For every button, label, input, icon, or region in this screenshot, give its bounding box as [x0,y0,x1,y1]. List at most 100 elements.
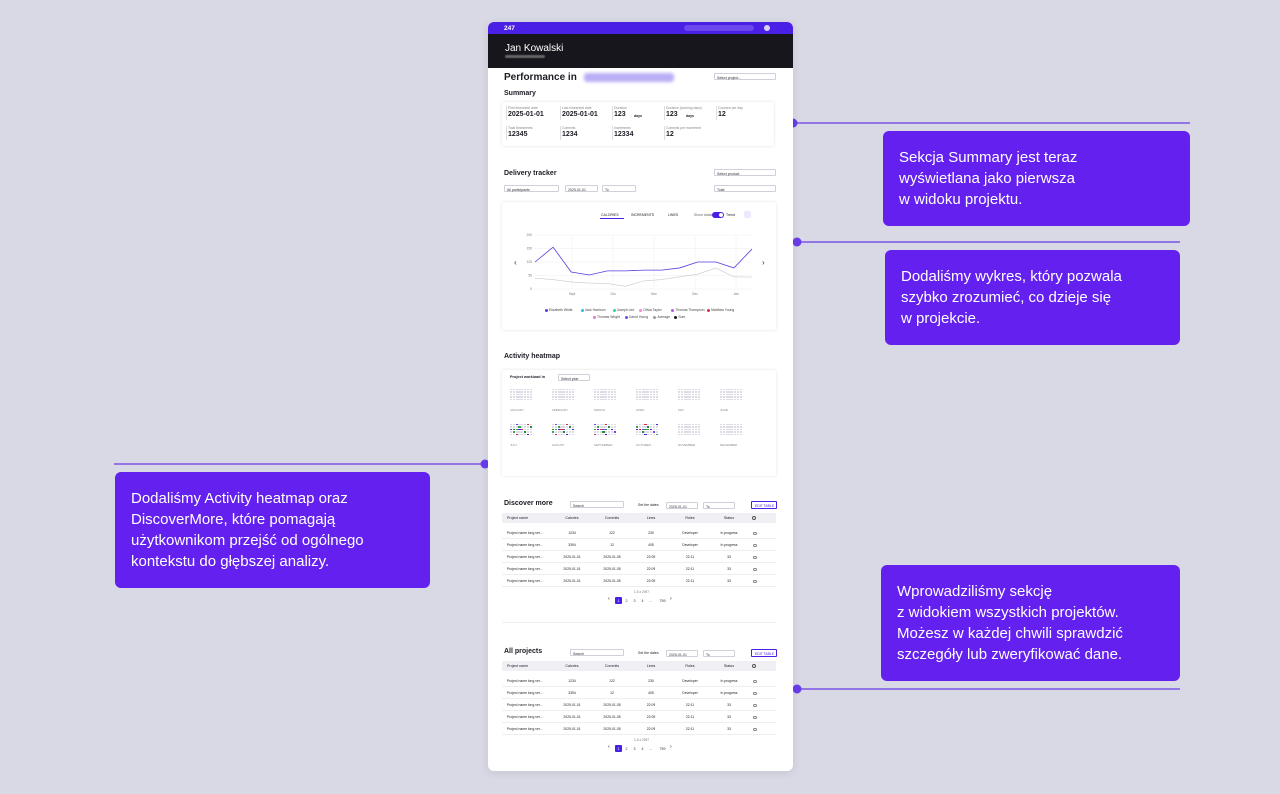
page-button[interactable]: 1 [615,597,622,604]
heatmap-cell [515,424,518,426]
heatmap-cell [526,389,529,391]
heatmap-cell [728,426,731,428]
date-to[interactable]: To [602,185,636,192]
page-button[interactable]: 3 [631,745,638,752]
chart-tab[interactable]: LINES [668,213,679,217]
heatmap-cell [692,393,695,396]
x-tick-label: Dec [692,292,698,296]
avatar [764,25,770,31]
month-label: MAY [678,408,685,412]
heatmap-cell [560,428,563,431]
row-action[interactable] [753,555,757,559]
participants-select[interactable]: All participants [504,185,559,192]
page-button[interactable]: 4 [639,597,646,604]
date-to[interactable]: To [703,502,735,509]
settings-icon[interactable] [752,664,756,668]
page-button[interactable]: 1 [615,745,622,752]
heatmap-cell [608,389,611,391]
search-input[interactable]: Search [570,649,624,656]
heatmap-cell [521,389,524,391]
heatmap-cell [739,433,742,435]
series-line [534,267,753,287]
page-button[interactable]: 2 [623,745,630,752]
heatmap-cell [512,424,515,426]
row-action[interactable] [753,579,757,583]
heatmap-cell [557,426,560,428]
month-label: MARCH [594,408,605,412]
series-line [534,246,753,276]
heatmap-cell [515,391,518,393]
heatmap-cell [731,426,734,428]
heatmap-cell [683,424,686,426]
chart-tab[interactable]: INCREMENTS [631,213,655,217]
page-button[interactable]: 4 [639,745,646,752]
row-action[interactable] [753,567,757,571]
heatmap-cell [725,391,728,393]
legend-label: Average [657,315,670,319]
heatmap-cell [571,389,574,391]
connector-dot [792,684,802,694]
page-button[interactable]: 2 [623,597,630,604]
heatmap-cell [529,431,532,433]
row-action[interactable] [753,703,757,707]
table-cell: 22:09 [646,703,656,707]
heatmap-cell [731,433,734,435]
logo: 247 [504,24,515,32]
heatmap-cell [602,433,605,435]
heatmap-cell [552,393,555,396]
settings-button[interactable] [744,211,751,218]
heatmap-cell [557,424,560,426]
heatmap-cell [515,426,518,428]
heatmap-cell [552,424,555,426]
page-button[interactable]: 759 [659,597,666,604]
table-cell: 122 [609,679,615,683]
page-button[interactable]: 3 [631,597,638,604]
app-screen: 247 Jan Kowalski Performance in Select proj… [488,22,793,771]
date-from[interactable]: 2025-01-01 [666,502,698,509]
project-select[interactable]: Select project... [714,73,776,80]
row-action[interactable] [753,531,757,535]
row-action[interactable] [753,691,757,695]
heatmap-cell [650,433,653,435]
edit-table-button[interactable]: EDIT TABLE [751,649,777,657]
heatmap-cell [518,396,521,398]
heatmap-cell [692,426,695,428]
heatmap-cell [636,396,639,398]
search-input[interactable]: Search [570,501,624,508]
product-select[interactable]: Select product [714,169,776,176]
total-select[interactable]: Total [714,185,776,192]
toggle[interactable] [712,212,724,218]
settings-icon[interactable] [752,516,756,520]
date-to[interactable]: To [703,650,735,657]
heatmap-cell [524,431,527,433]
heatmap-cell [697,424,700,426]
heatmap-cell [731,424,734,426]
heatmap-cell [563,389,566,391]
chart-tab[interactable]: CALORIES [601,213,619,217]
heatmap-cell [678,398,681,400]
page-button[interactable]: ... [647,597,654,604]
heatmap-cell [526,424,529,426]
heatmap-cell [720,389,723,391]
callout-line: Dodaliśmy wykres, który pozwala [901,268,1122,285]
date-from[interactable]: 2025-01-01 [565,185,598,192]
row-action[interactable] [753,715,757,719]
row-action[interactable] [753,679,757,683]
heatmap-cell [594,428,597,431]
heatmap-cell [638,424,641,426]
heatmap-cell [560,389,563,391]
page-button[interactable]: ... [647,745,654,752]
edit-table-button[interactable]: EDIT TABLE [751,501,777,509]
table-cell: In progress [720,691,738,695]
page-button[interactable]: 759 [659,745,666,752]
heatmap-cell [529,393,532,396]
row-action[interactable] [753,543,757,547]
date-from[interactable]: 2025-01-01 [666,650,698,657]
edit-table-text: EDIT TABLE [755,652,775,656]
row-action[interactable] [753,727,757,731]
heatmap-cell [689,396,692,398]
heatmap-cell [563,433,566,435]
year-select[interactable]: Select year [558,374,590,381]
heatmap-cell [610,391,613,393]
heatmap-cell [728,424,731,426]
